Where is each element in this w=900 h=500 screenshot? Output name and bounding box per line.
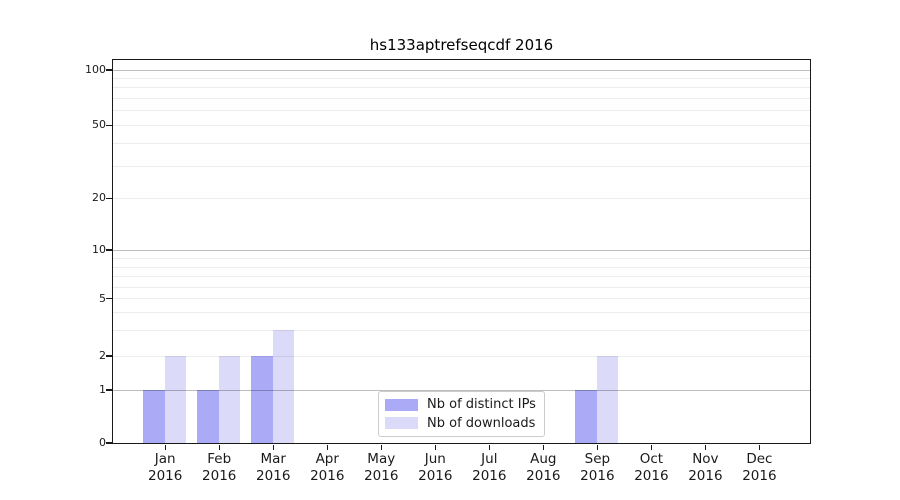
gridline-minor-4 bbox=[112, 312, 810, 314]
y-tick-label-100: 100 bbox=[85, 63, 106, 76]
x-tick-label-nov: Nov 2016 bbox=[688, 451, 723, 484]
y-tick-label-10: 10 bbox=[92, 243, 106, 256]
x-tick-label-oct: Oct 2016 bbox=[634, 451, 669, 484]
gridline-minor-3 bbox=[112, 329, 810, 331]
gridline-minor-50 bbox=[112, 124, 810, 126]
bars-layer bbox=[113, 60, 810, 443]
x-tick-mark-aug bbox=[542, 444, 545, 450]
x-tick-mark-jun bbox=[434, 444, 436, 450]
x-tick-label-jun: Jun 2016 bbox=[418, 451, 453, 484]
x-tick-mark-jan bbox=[164, 444, 166, 450]
plot-area bbox=[111, 58, 811, 444]
y-tick-mark-50 bbox=[105, 124, 112, 126]
gridline-minor-80 bbox=[112, 87, 810, 89]
gridline-minor-2 bbox=[112, 355, 810, 357]
x-tick-label-apr: Apr 2016 bbox=[310, 451, 345, 484]
gridline-minor-8 bbox=[112, 266, 810, 268]
x-tick-mark-apr bbox=[326, 444, 328, 450]
y-tick-mark-100 bbox=[105, 69, 112, 71]
y-tick-mark-5 bbox=[105, 298, 112, 300]
x-tick-label-mar: Mar 2016 bbox=[256, 451, 291, 484]
bar-distinct-ips-sep bbox=[575, 389, 597, 443]
x-tick-label-jul: Jul 2016 bbox=[472, 451, 507, 484]
legend-label-distinct-ips: Nb of distinct IPs bbox=[427, 397, 536, 413]
x-tick-mark-mar bbox=[272, 444, 274, 450]
y-tick-mark-20 bbox=[105, 197, 112, 199]
y-tick-mark-0 bbox=[105, 442, 112, 444]
x-tick-label-dec: Dec 2016 bbox=[742, 451, 777, 484]
legend: Nb of distinct IPs Nb of downloads bbox=[378, 391, 545, 437]
gridline-minor-30 bbox=[112, 165, 810, 167]
x-tick-label-aug: Aug 2016 bbox=[526, 451, 561, 484]
y-tick-label-20: 20 bbox=[92, 191, 106, 205]
x-tick-label-feb: Feb 2016 bbox=[202, 451, 237, 484]
y-tick-label-0: 0 bbox=[99, 436, 106, 449]
gridline-minor-40 bbox=[112, 142, 810, 144]
gridline-major-1 bbox=[112, 389, 810, 391]
y-tick-label-5: 5 bbox=[99, 291, 106, 305]
gridline-major-10 bbox=[112, 249, 810, 251]
y-tick-mark-10 bbox=[105, 249, 112, 251]
y-tick-label-1: 1 bbox=[99, 383, 106, 396]
gridline-minor-60 bbox=[112, 110, 810, 112]
gridline-minor-90 bbox=[112, 77, 810, 79]
x-tick-mark-may bbox=[380, 444, 382, 450]
grid-layer bbox=[112, 60, 810, 443]
chart-title: hs133aptrefseqcdf 2016 bbox=[369, 36, 554, 54]
x-tick-mark-oct bbox=[650, 444, 653, 450]
bar-downloads-jan bbox=[164, 355, 187, 443]
y-tick-mark-1 bbox=[105, 389, 112, 391]
bar-downloads-feb bbox=[218, 355, 241, 443]
bar-downloads-sep bbox=[596, 355, 619, 443]
bar-distinct-ips-jan bbox=[143, 389, 165, 443]
x-tick-mark-feb bbox=[218, 444, 220, 450]
y-tick-mark-2 bbox=[105, 355, 112, 357]
x-tick-mark-jul bbox=[488, 444, 490, 450]
legend-swatch-downloads bbox=[385, 417, 418, 430]
gridline-minor-7 bbox=[112, 276, 810, 278]
legend-row-downloads: Nb of downloads bbox=[379, 416, 544, 431]
bar-downloads-mar bbox=[272, 329, 295, 443]
x-tick-mark-dec bbox=[758, 444, 761, 450]
bar-distinct-ips-mar bbox=[251, 355, 273, 443]
x-tick-label-sep: Sep 2016 bbox=[580, 451, 615, 484]
x-tick-mark-nov bbox=[704, 444, 707, 450]
y-tick-label-2: 2 bbox=[99, 349, 106, 362]
legend-label-downloads: Nb of downloads bbox=[427, 415, 536, 431]
x-tick-mark-sep bbox=[596, 444, 599, 450]
gridline-major-100 bbox=[112, 69, 810, 71]
legend-row-distinct-ips: Nb of distinct IPs bbox=[379, 397, 544, 412]
gridline-minor-5 bbox=[112, 298, 810, 300]
bar-distinct-ips-feb bbox=[197, 389, 219, 443]
legend-swatch-distinct-ips bbox=[385, 398, 418, 411]
x-tick-label-may: May 2016 bbox=[364, 451, 399, 484]
gridline-minor-6 bbox=[112, 287, 810, 289]
gridline-minor-9 bbox=[112, 257, 810, 259]
gridline-minor-20 bbox=[112, 197, 810, 199]
y-tick-label-50: 50 bbox=[92, 118, 106, 132]
x-tick-label-jan: Jan 2016 bbox=[148, 451, 183, 484]
gridline-minor-70 bbox=[112, 97, 810, 99]
